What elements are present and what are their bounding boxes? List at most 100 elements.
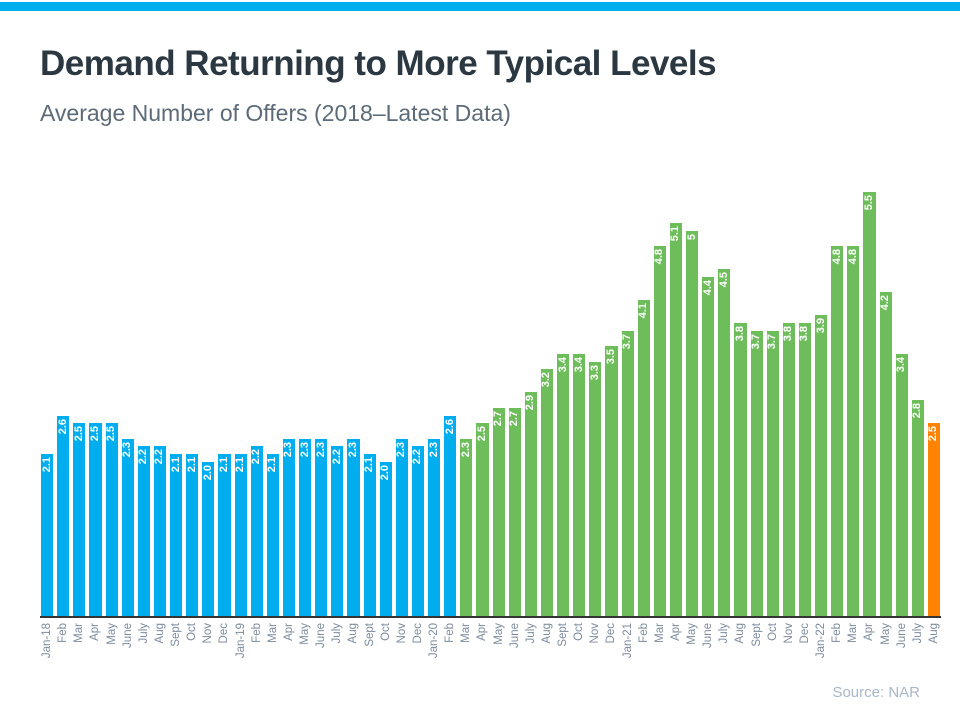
x-axis-tick: June [315, 618, 327, 680]
bar-value-label: 3.7 [750, 334, 763, 350]
bar-value-label: 2.3 [121, 442, 134, 458]
bar-chart: 2.1 2.6 2.5 2.5 2.5 2.3 2.2 2.2 2.1 2.1 2.0 2.1 2.1 2… [40, 192, 941, 680]
x-axis-label: Sept [170, 623, 183, 647]
bar-value-label: 2.1 [169, 457, 182, 473]
x-axis-tick: Sept [170, 618, 182, 680]
bar: 3.7 [750, 331, 763, 616]
bar-value-label: 2.2 [250, 449, 263, 465]
bar: 3.2 [540, 369, 553, 616]
bar-value-label: 2.5 [927, 426, 940, 442]
x-axis-tick: Jan-21 [622, 618, 634, 680]
bar: 2.2 [137, 446, 150, 616]
x-axis-label: Jan-22 [815, 623, 828, 659]
bar-value-label: 2.3 [459, 442, 472, 458]
x-axis-tick: July [525, 618, 537, 680]
bar: 2.2 [411, 446, 424, 616]
bar: 2.9 [524, 392, 537, 616]
bar: 2.3 [282, 439, 295, 616]
bar-value-label: 2.7 [508, 411, 521, 427]
x-axis-label: Feb [57, 623, 70, 643]
x-axis-tick: Dec [412, 618, 424, 680]
x-axis-label: Dec [411, 623, 424, 644]
x-axis-tick: Jan-19 [235, 618, 247, 680]
bar-value-label: 4.8 [846, 249, 859, 265]
bar-value-label: 3.2 [540, 372, 553, 388]
x-axis-label: Feb [831, 623, 844, 643]
x-axis-tick: Dec [605, 618, 617, 680]
x-axis-tick: Apr [476, 618, 488, 680]
bar-value-label: 2.7 [492, 411, 505, 427]
bar-value-label: 2.5 [105, 426, 118, 442]
x-axis-tick: Feb [57, 618, 69, 680]
x-axis-label: Oct [766, 623, 779, 641]
x-axis-tick: Mar [460, 618, 472, 680]
bar-value-label: 2.3 [298, 442, 311, 458]
x-axis-label: Sept [750, 623, 763, 647]
chart-title: Demand Returning to More Typical Levels [40, 44, 717, 83]
x-axis-label: Oct [186, 623, 199, 641]
bar-value-label: 2.2 [153, 449, 166, 465]
x-axis-label: May [492, 623, 505, 645]
x-axis-label: Aug [927, 623, 940, 644]
bar-value-label: 3.4 [556, 357, 569, 373]
bar: 2.5 [89, 423, 102, 616]
bar: 2.5 [476, 423, 489, 616]
bar: 2.3 [298, 439, 312, 616]
bar: 4.8 [846, 246, 860, 616]
x-axis-tick: Apr [670, 618, 682, 680]
x-axis-label: Feb [637, 623, 650, 643]
bar-value-label: 4.1 [637, 303, 650, 319]
x-axis-tick: Apr [283, 618, 295, 680]
x-axis-label: Mar [847, 623, 860, 643]
x-axis-tick: May [299, 618, 311, 680]
bar: 2.6 [443, 416, 457, 616]
bar: 2.1 [186, 454, 199, 616]
bar: 2.3 [459, 439, 473, 616]
x-axis-tick: May [686, 618, 698, 680]
bar-value-label: 2.1 [40, 457, 53, 473]
x-axis-label: Jan-20 [428, 623, 441, 659]
x-axis-label: Oct [573, 623, 586, 641]
bar: 2.1 [363, 454, 376, 616]
bar: 3.8 [782, 323, 795, 616]
x-axis-label: Sept [557, 623, 570, 647]
x-axis-tick: Oct [573, 618, 585, 680]
x-axis-label: July [911, 623, 924, 644]
bar-value-label: 2.3 [346, 442, 359, 458]
bar: 2.7 [492, 408, 505, 616]
x-axis-tick: Dec [799, 618, 811, 680]
x-axis-tick: July [331, 618, 343, 680]
x-axis-label: Mar [73, 623, 86, 643]
x-axis-label: Aug [153, 623, 166, 644]
bar-value-label: 2.6 [56, 419, 69, 435]
x-axis-label: June [702, 623, 715, 648]
x-axis-tick: Oct [767, 618, 779, 680]
bar-value-label: 5.1 [669, 226, 682, 242]
bar-value-label: 3.8 [733, 326, 746, 342]
bar: 2.0 [379, 462, 392, 616]
bar: 3.4 [556, 354, 570, 616]
x-axis-tick: Feb [638, 618, 650, 680]
bar: 2.0 [202, 462, 215, 616]
bar-value-label: 4.8 [653, 249, 666, 265]
bar-value-label: 2.1 [266, 457, 279, 473]
x-axis-label: Feb [444, 623, 457, 643]
bar: 2.2 [153, 446, 166, 616]
x-axis-tick: Nov [396, 618, 408, 680]
x-axis-label: Nov [395, 623, 408, 644]
x-axis-label: Nov [782, 623, 795, 644]
bar-value-label: 2.6 [443, 419, 456, 435]
bar-value-label: 2.3 [314, 442, 327, 458]
bar-value-label: 4.5 [717, 272, 730, 288]
bar-value-label: 2.3 [395, 442, 408, 458]
x-axis-tick: July [912, 618, 924, 680]
bar: 2.2 [331, 446, 344, 616]
x-axis-tick: Feb [831, 618, 843, 680]
bar-value-label: 2.1 [234, 457, 247, 473]
x-axis-label: Aug [347, 623, 360, 644]
bar: 2.5 [73, 423, 86, 616]
bar: 2.3 [346, 439, 360, 616]
x-axis-tick: Jan-20 [428, 618, 440, 680]
x-axis-label: June [895, 623, 908, 648]
x-axis-label: July [331, 623, 344, 644]
